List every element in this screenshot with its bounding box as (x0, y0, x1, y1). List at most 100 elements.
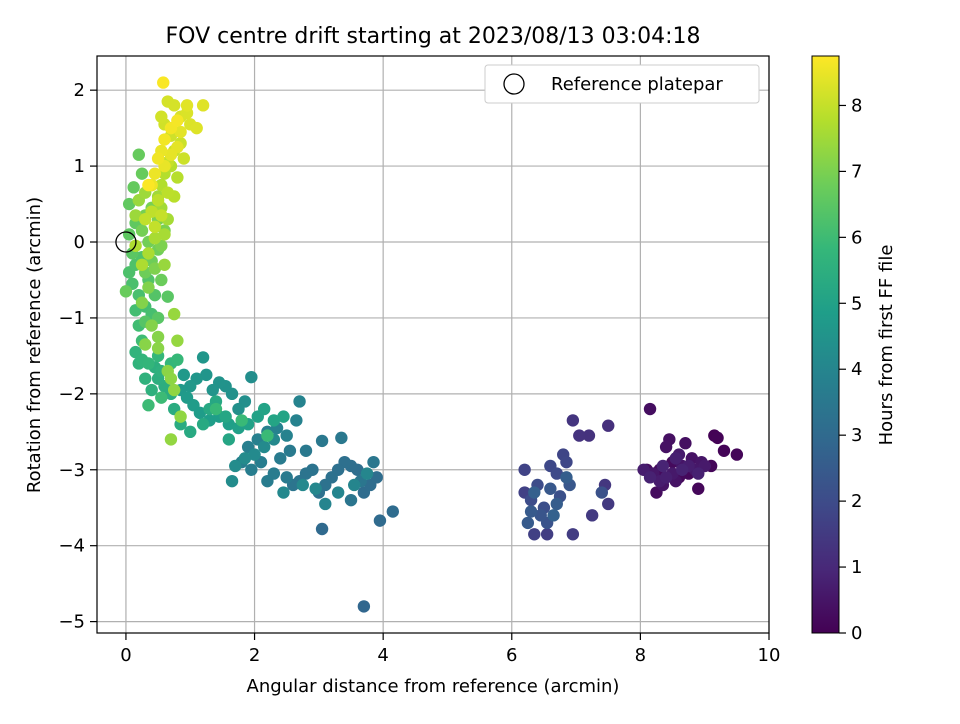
data-point (167, 307, 181, 321)
data-point (177, 368, 191, 382)
data-point (386, 505, 400, 518)
data-points (119, 76, 744, 613)
data-point (360, 467, 374, 480)
data-point (679, 436, 692, 450)
data-point (521, 516, 535, 530)
x-tick-label: 10 (758, 645, 781, 666)
data-point (261, 474, 274, 488)
data-point (257, 402, 271, 416)
legend-marker-icon (503, 73, 525, 95)
data-point (135, 258, 149, 271)
data-point (127, 181, 140, 194)
data-point (283, 444, 297, 457)
data-point (293, 395, 306, 408)
data-point (595, 486, 609, 499)
x-tick-label: 8 (635, 645, 646, 666)
data-point (161, 186, 174, 199)
colorbar-tick-label: 1 (851, 557, 862, 578)
data-point (717, 444, 731, 457)
data-point (142, 281, 155, 294)
data-point (209, 402, 223, 416)
data-point (222, 433, 236, 446)
data-point (219, 410, 232, 423)
data-point (299, 444, 313, 457)
colorbar-tick-label: 2 (851, 491, 862, 512)
data-point (245, 463, 258, 476)
data-point (167, 383, 181, 397)
data-point (643, 402, 657, 416)
data-point (164, 433, 178, 446)
data-point (370, 471, 383, 484)
data-point (155, 391, 168, 404)
data-point (348, 478, 361, 492)
data-point (193, 406, 207, 420)
data-point (174, 125, 187, 139)
data-point (171, 334, 184, 347)
colorbar-tick-label: 0 (851, 623, 862, 644)
data-point (344, 493, 358, 507)
data-point (277, 486, 290, 499)
data-point (238, 452, 252, 465)
x-tick-label: 6 (506, 645, 517, 666)
data-point (547, 509, 560, 522)
y-axis-ticks: −5 −4 −3 −2 −1 0 1 2 (58, 80, 97, 633)
y-tick-label: −3 (58, 460, 85, 481)
data-point (157, 76, 170, 89)
data-point (643, 471, 657, 484)
data-point (132, 148, 145, 161)
data-point (602, 497, 615, 511)
data-point (692, 482, 705, 495)
data-point (139, 338, 152, 351)
colorbar-tick-label: 4 (851, 359, 862, 380)
data-point (122, 197, 136, 211)
data-point (566, 528, 580, 541)
data-point (164, 148, 178, 161)
data-point (206, 383, 219, 397)
data-point (135, 224, 149, 237)
data-point (280, 429, 293, 442)
data-point (290, 414, 303, 427)
data-point (675, 463, 689, 476)
data-point (180, 99, 194, 112)
data-point (296, 478, 309, 492)
data-point (280, 471, 293, 484)
colorbar-label: Hours from first FF file (876, 245, 897, 446)
data-point (730, 448, 744, 461)
data-point (550, 497, 563, 511)
y-tick-label: 2 (74, 80, 85, 101)
data-point (357, 600, 371, 613)
data-point (524, 505, 538, 518)
data-point (164, 372, 178, 385)
data-point (148, 167, 162, 180)
data-point (142, 357, 155, 370)
data-point (161, 290, 174, 303)
data-point (145, 319, 158, 332)
y-axis-label: Rotation from reference (arcmin) (24, 197, 45, 493)
data-point (331, 486, 345, 499)
grid-lines (97, 56, 770, 633)
data-point (267, 414, 281, 427)
y-tick-label: 0 (74, 232, 85, 253)
data-point (167, 99, 181, 112)
data-point (315, 522, 329, 536)
data-point (151, 342, 165, 355)
data-point (573, 429, 586, 442)
data-point (158, 133, 171, 146)
x-axis-ticks: 0 2 4 6 8 10 (120, 633, 780, 666)
data-point (692, 467, 705, 480)
data-point (200, 368, 213, 382)
data-point (566, 414, 580, 427)
data-point (659, 471, 673, 484)
data-point (184, 425, 197, 439)
data-point (190, 121, 203, 135)
data-point (171, 114, 184, 127)
chart-title: FOV centre drift starting at 2023/08/13 … (166, 24, 701, 49)
data-point (148, 262, 162, 275)
data-point (148, 232, 162, 245)
data-point (669, 452, 682, 465)
colorbar-tick-label: 3 (851, 425, 862, 446)
colorbar-ticks: 0 1 2 3 4 5 6 7 8 (839, 95, 862, 644)
data-point (142, 399, 155, 412)
data-point (135, 167, 149, 180)
data-point (158, 258, 171, 271)
